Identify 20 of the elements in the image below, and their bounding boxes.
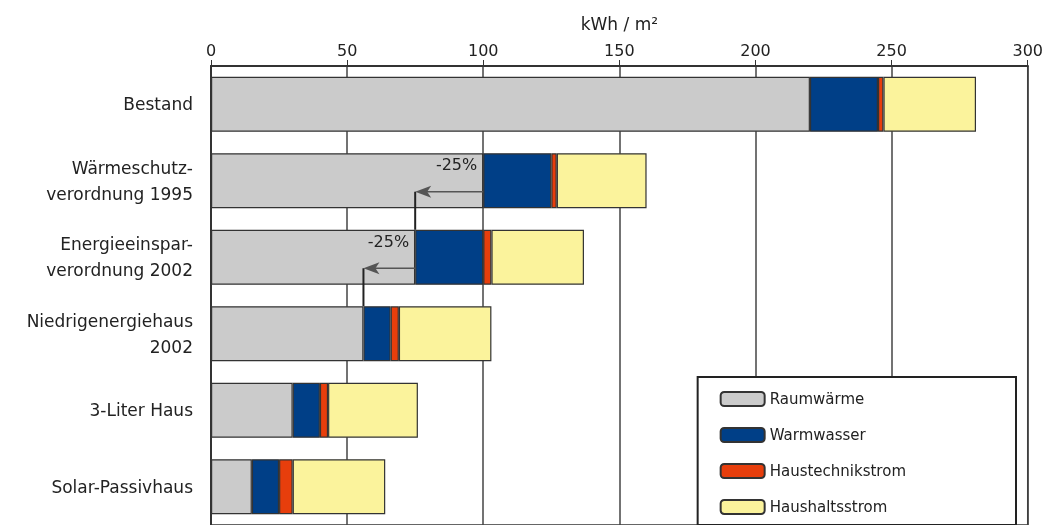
x-tick-label: 150 <box>604 40 635 60</box>
legend-label: Raumwärme <box>769 390 865 408</box>
y-tick-label: 3-Liter Haus <box>89 400 194 421</box>
legend-label: Haustechnikstrom <box>769 462 906 480</box>
y-tick-label: Wärmeschutz- verordnung 1995 <box>46 157 193 204</box>
y-tick-label: Solar-Passivhaus <box>51 476 194 497</box>
y-tick-label: Energieeinspar- verordnung 2002 <box>46 234 193 281</box>
legend-label: Haushaltsstrom <box>769 498 888 516</box>
annotation: -25% <box>367 231 410 251</box>
x-tick-label: 300 <box>1012 40 1043 60</box>
annotation: -25% <box>435 155 478 175</box>
x-tick-label: 250 <box>876 40 907 60</box>
legend-label: Warmwasser <box>769 426 867 444</box>
x-tick-label: 200 <box>740 40 771 60</box>
y-tick-label: Bestand <box>123 94 193 115</box>
x-tick-label: 50 <box>336 40 358 60</box>
y-tick-label: Niedrigenergiehaus 2002 <box>26 310 194 357</box>
x-tick-label: 0 <box>205 40 217 60</box>
x-axis-title: kWh / m² <box>580 13 659 34</box>
x-tick-label: 100 <box>467 40 499 60</box>
